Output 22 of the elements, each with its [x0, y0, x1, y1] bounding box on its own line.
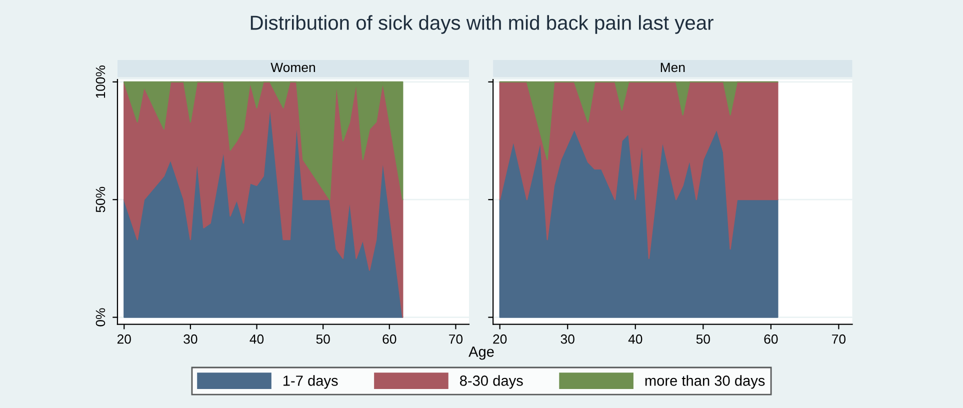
legend-label: 1-7 days: [283, 375, 338, 389]
x-tick-label: 60: [764, 334, 778, 344]
x-tick-label: 60: [382, 334, 396, 344]
x-tick-label: 40: [628, 334, 642, 344]
x-tick-label: 30: [184, 334, 198, 344]
y-tick-label: 0%: [96, 308, 106, 326]
x-tick-label: 20: [117, 334, 131, 344]
x-tick-label: 40: [250, 334, 264, 344]
x-tick-label: 70: [449, 334, 463, 344]
x-tick-label: 50: [316, 334, 330, 344]
y-tick-label: 50%: [96, 186, 106, 212]
chart-title: Distribution of sick days with mid back pain last year: [250, 15, 714, 34]
x-axis-title: Age: [468, 346, 494, 360]
x-tick-label: 70: [832, 334, 846, 344]
chart-subtitle: Women: [270, 62, 315, 72]
y-tick-label: 100%: [96, 66, 106, 98]
x-tick-label: 30: [560, 334, 574, 344]
chart-subtitle: Men: [660, 62, 685, 72]
x-tick-label: 50: [696, 334, 710, 344]
legend-label: more than 30 days: [645, 375, 765, 389]
legend-label: 8-30 days: [460, 375, 523, 389]
x-tick-label: 20: [493, 334, 507, 344]
